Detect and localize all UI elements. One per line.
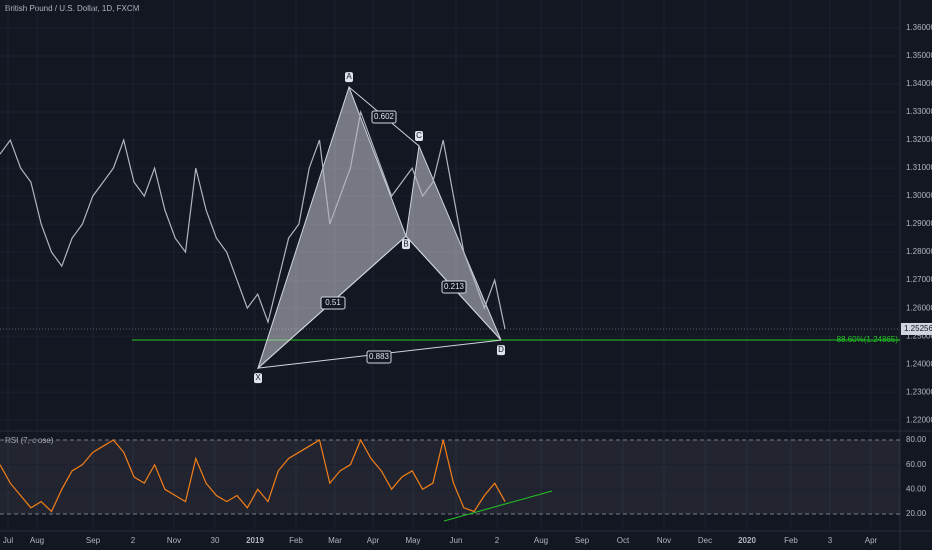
pattern-point-box — [345, 72, 353, 83]
x-tick-label: 2 — [131, 536, 136, 545]
x-tick-label: 2 — [495, 536, 500, 545]
ratio-box — [441, 280, 467, 294]
rsi-band — [0, 440, 900, 514]
y-tick-label: 1.31000 — [906, 163, 932, 172]
y-tick-label: 1.28000 — [906, 247, 932, 256]
x-tick-label: Jun — [450, 536, 463, 545]
x-tick-label: Apr — [865, 536, 878, 545]
x-tick-label: Oct — [617, 536, 630, 545]
current-price-tag — [901, 322, 932, 335]
pattern-point-label: C — [416, 131, 422, 140]
x-tick-label: Aug — [534, 536, 548, 545]
ratio-box — [366, 350, 392, 364]
x-tick-label: Jul — [3, 536, 13, 545]
x-tick-label: Nov — [657, 536, 671, 545]
fib-level-label: 88.60%(1.24865) — [837, 335, 899, 344]
x-tick-label: 2019 — [246, 536, 264, 545]
ratio-label: 0.883 — [369, 352, 390, 361]
pattern-point-label: D — [498, 345, 504, 354]
y-tick-label: 1.35000 — [906, 51, 932, 60]
pattern-point-box — [254, 373, 262, 384]
x-tick-label: Dec — [698, 536, 712, 545]
x-tick-label: Aug — [30, 536, 44, 545]
y-tick-label: 1.29000 — [906, 219, 932, 228]
rsi-line — [0, 438, 506, 513]
x-tick-label: Apr — [367, 536, 380, 545]
rsi-tick-label: 20.00 — [906, 509, 927, 518]
rsi-tick-label: 80.00 — [906, 435, 927, 444]
current-price-label: 1.25256 — [904, 324, 932, 333]
y-tick-label: 1.23000 — [906, 387, 932, 396]
y-tick-label: 1.32000 — [906, 135, 932, 144]
pattern-point-box — [497, 345, 505, 356]
x-tick-label: Feb — [784, 536, 798, 545]
ratio-box — [371, 110, 397, 124]
ratio-box — [320, 296, 346, 310]
y-tick-label: 1.27000 — [906, 275, 932, 284]
pattern-point-box — [402, 239, 410, 250]
y-tick-label: 1.26000 — [906, 303, 932, 312]
x-tick-label: Sep — [575, 536, 590, 545]
y-tick-label: 1.22000 — [906, 415, 932, 424]
x-tick-label: Feb — [289, 536, 303, 545]
symbol-title: British Pound / U.S. Dollar, 1D, FXCM — [5, 4, 140, 13]
rsi-tick-label: 60.00 — [906, 460, 927, 469]
y-tick-label: 1.33000 — [906, 107, 932, 116]
ratio-label: 0.602 — [374, 112, 395, 121]
ratio-label: 0.51 — [325, 298, 341, 307]
ratio-label: 0.213 — [444, 282, 465, 291]
x-tick-label: May — [405, 536, 420, 545]
x-tick-label: 30 — [211, 536, 220, 545]
x-tick-label: 3 — [828, 536, 833, 545]
price-line — [0, 109, 506, 330]
y-tick-label: 1.25000 — [906, 331, 932, 340]
pattern-point-label: A — [346, 72, 352, 81]
indicator-title: RSI (7, close) — [5, 436, 54, 445]
pattern-point-box — [415, 130, 423, 141]
y-tick-label: 1.24000 — [906, 359, 932, 368]
rsi-trendline — [443, 490, 553, 522]
y-tick-label: 1.36000 — [906, 23, 932, 32]
y-tick-label: 1.34000 — [906, 79, 932, 88]
pattern-point-label: B — [403, 239, 408, 248]
rsi-tick-label: 40.00 — [906, 484, 927, 493]
x-tick-label: Mar — [328, 536, 342, 545]
y-tick-label: 1.30000 — [906, 191, 932, 200]
pattern-point-label: X — [255, 373, 261, 382]
x-tick-label: Sep — [86, 536, 101, 545]
x-tick-label: 2020 — [738, 536, 756, 545]
x-tick-label: Nov — [167, 536, 181, 545]
